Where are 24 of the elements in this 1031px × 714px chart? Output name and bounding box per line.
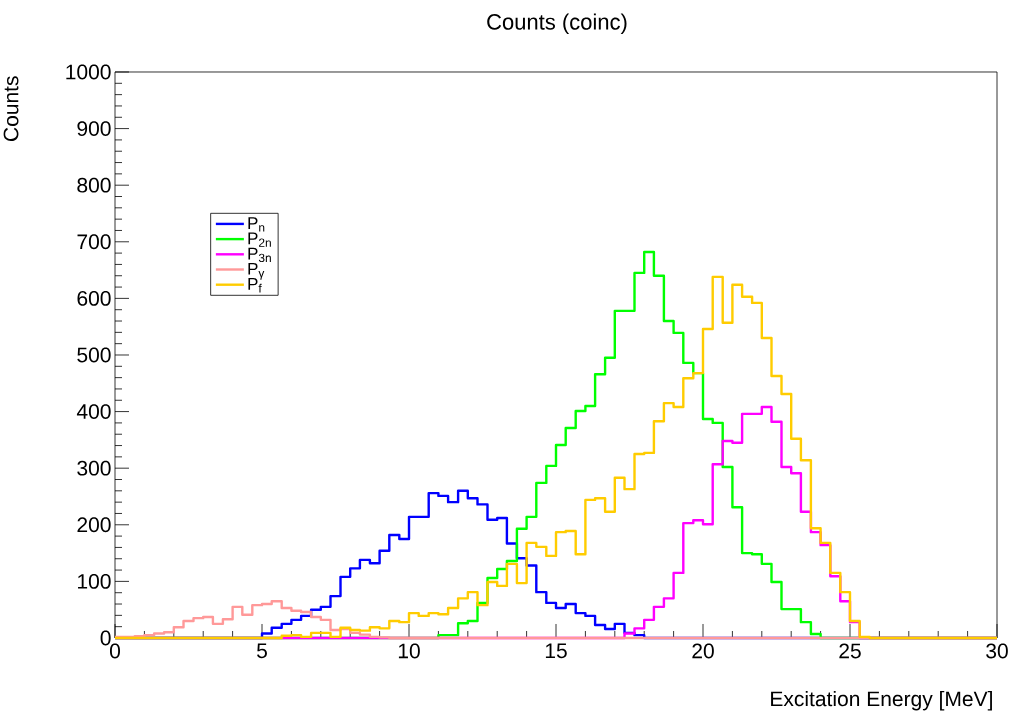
y-tick-label: 200 [77, 517, 111, 533]
x-tick-label: 30 [986, 643, 1008, 659]
x-tick-label: 25 [839, 643, 861, 659]
x-tick-label: 10 [398, 643, 420, 659]
x-tick-label: 0 [109, 643, 121, 659]
y-tick-label: 500 [77, 347, 111, 363]
legend-label: P$_{2n}$ [248, 232, 271, 247]
y-tick-label: 100 [78, 573, 111, 589]
y-tick-label: 1000 [66, 64, 111, 80]
x-tick-label: 20 [692, 643, 714, 659]
x-tick-label: 15 [545, 643, 567, 659]
y-tick-label: 0 [100, 630, 111, 646]
legend-label: P$_{3n}$ [248, 247, 271, 263]
x-tick-label: 5 [257, 643, 267, 659]
y-tick-label: 700 [77, 234, 111, 250]
y-tick-label: 300 [77, 460, 111, 476]
y-axis-title: Counts [3, 76, 19, 141]
y-tick-label: 400 [76, 404, 111, 420]
chart-title: Counts (coinc) [487, 13, 627, 35]
x-axis-title: Excitation Energy [MeV] [771, 690, 992, 711]
y-tick-label: 800 [77, 177, 111, 193]
legend-label: P$_{n}$ [248, 217, 265, 232]
y-tick-label: 900 [77, 121, 111, 137]
y-tick-label: 600 [77, 290, 111, 306]
